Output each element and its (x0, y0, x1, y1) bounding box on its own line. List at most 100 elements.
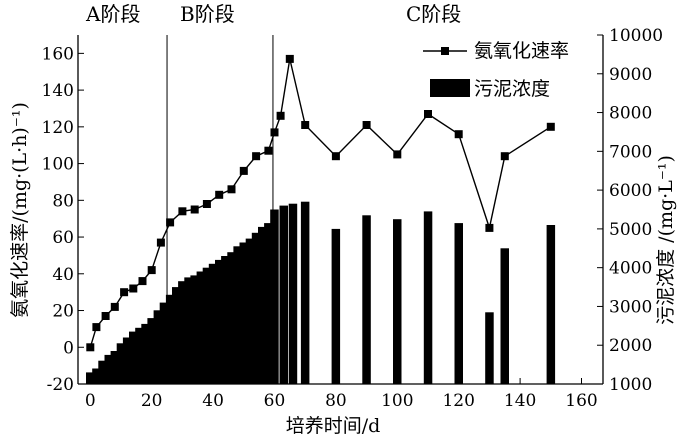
y-left-tick-label: 140 (42, 81, 74, 101)
x-tick-label: 0 (85, 391, 96, 411)
bar (178, 281, 187, 384)
bar (184, 277, 193, 384)
rate-point (331, 152, 340, 161)
bar (172, 287, 181, 384)
bar (233, 246, 242, 384)
y-right-tick-label: 3000 (609, 297, 652, 317)
bar (116, 343, 126, 384)
rate-point (264, 146, 273, 155)
rate-point (301, 121, 310, 129)
legend-label-sludge: 污泥浓度 (474, 78, 550, 100)
rate-point (362, 121, 371, 129)
bar (362, 215, 371, 384)
bar (147, 318, 156, 384)
rate-point (239, 166, 248, 175)
y-right-tick-label: 4000 (609, 259, 652, 279)
y-left-tick-label: 60 (52, 228, 74, 248)
y-left-tick-label: 120 (42, 118, 74, 138)
bar (251, 232, 261, 384)
rate-point (270, 128, 279, 137)
y-right-tick-label: 5000 (609, 220, 652, 240)
bar (141, 323, 150, 384)
bar (300, 201, 310, 384)
y-right-tick-label: 6000 (609, 181, 652, 201)
rate-point (178, 207, 187, 216)
rate-point (500, 152, 509, 161)
legend-marker-swatch (441, 47, 449, 55)
rate-point (285, 54, 294, 63)
y-right-axis-title: 污泥浓度 /(mg·L⁻¹) (655, 155, 677, 325)
bar (227, 252, 236, 384)
legend (419, 42, 471, 97)
rate-point (393, 150, 402, 159)
stage-dividers (166, 35, 274, 384)
bar (98, 360, 107, 384)
y-right-tick-label: 1000 (609, 375, 652, 395)
bar (159, 302, 169, 384)
bar (264, 223, 273, 384)
bar (129, 331, 138, 384)
x-tick-label: 40 (202, 391, 224, 411)
bar (288, 203, 298, 384)
bar (92, 368, 101, 384)
rate-point (86, 343, 95, 352)
rate-point (156, 238, 165, 247)
y-left-tick-label: 100 (42, 155, 74, 175)
bar (279, 205, 288, 384)
bar (202, 267, 212, 384)
bar (393, 219, 402, 384)
rate-line (89, 58, 552, 348)
rate-point (190, 205, 199, 214)
bar (196, 271, 206, 384)
rate-point (227, 185, 236, 194)
bar (454, 223, 463, 384)
rate-point (92, 323, 101, 332)
rate-point (166, 218, 175, 227)
y-left-tick-label: 0 (63, 338, 74, 358)
rate-point (101, 312, 110, 320)
bar (190, 275, 199, 384)
bar (153, 310, 163, 384)
rate-point (120, 288, 129, 297)
bar (165, 294, 175, 384)
x-tick-label: 140 (504, 391, 536, 411)
rate-point (110, 302, 119, 311)
y-left-tick-label: -20 (47, 375, 74, 395)
x-tick-label: 80 (325, 391, 347, 411)
rate-point (252, 152, 261, 161)
rate-point (215, 190, 224, 199)
labels: 培养时间/d 氨氧化速率/(mg·(L·h)⁻¹) 污泥浓度 /(mg·L⁻¹)… (9, 2, 677, 437)
x-tick-label: 20 (141, 391, 163, 411)
bar (208, 263, 218, 384)
bar (500, 248, 509, 384)
x-tick-label: 120 (442, 391, 474, 411)
rate-point (546, 122, 555, 131)
bar (135, 327, 144, 384)
bar (331, 228, 341, 384)
bar (110, 351, 120, 384)
y-left-tick-label: 80 (52, 191, 74, 211)
bar (546, 225, 556, 384)
rate-point (485, 223, 494, 232)
legend-bar-swatch (430, 79, 470, 97)
bar-series-sludge (86, 201, 556, 384)
x-tick-label: 60 (264, 391, 286, 411)
legend-label-rate: 氨氧化速率 (474, 40, 569, 62)
x-tick-label: 100 (381, 391, 413, 411)
rate-point (202, 200, 211, 208)
y-right-tick-label: 8000 (609, 104, 652, 124)
y-right-tick-label: 9000 (609, 65, 652, 85)
rate-point (129, 284, 138, 293)
y-right-tick-label: 7000 (609, 142, 652, 162)
bar (485, 312, 494, 384)
y-left-axis-title: 氨氧化速率/(mg·(L·h)⁻¹) (9, 102, 31, 318)
line-series-ammonia (86, 54, 555, 352)
bar (258, 226, 267, 384)
y-left-tick-label: 20 (52, 302, 74, 322)
rate-point (276, 111, 285, 120)
bar (104, 354, 113, 384)
rate-point (454, 130, 463, 139)
y-right-tick-label: 2000 (609, 336, 652, 356)
axes: 0 20 40 60 80 100 120 140 160 -20 0 20 40 60 80 100 120 1… (42, 26, 664, 411)
